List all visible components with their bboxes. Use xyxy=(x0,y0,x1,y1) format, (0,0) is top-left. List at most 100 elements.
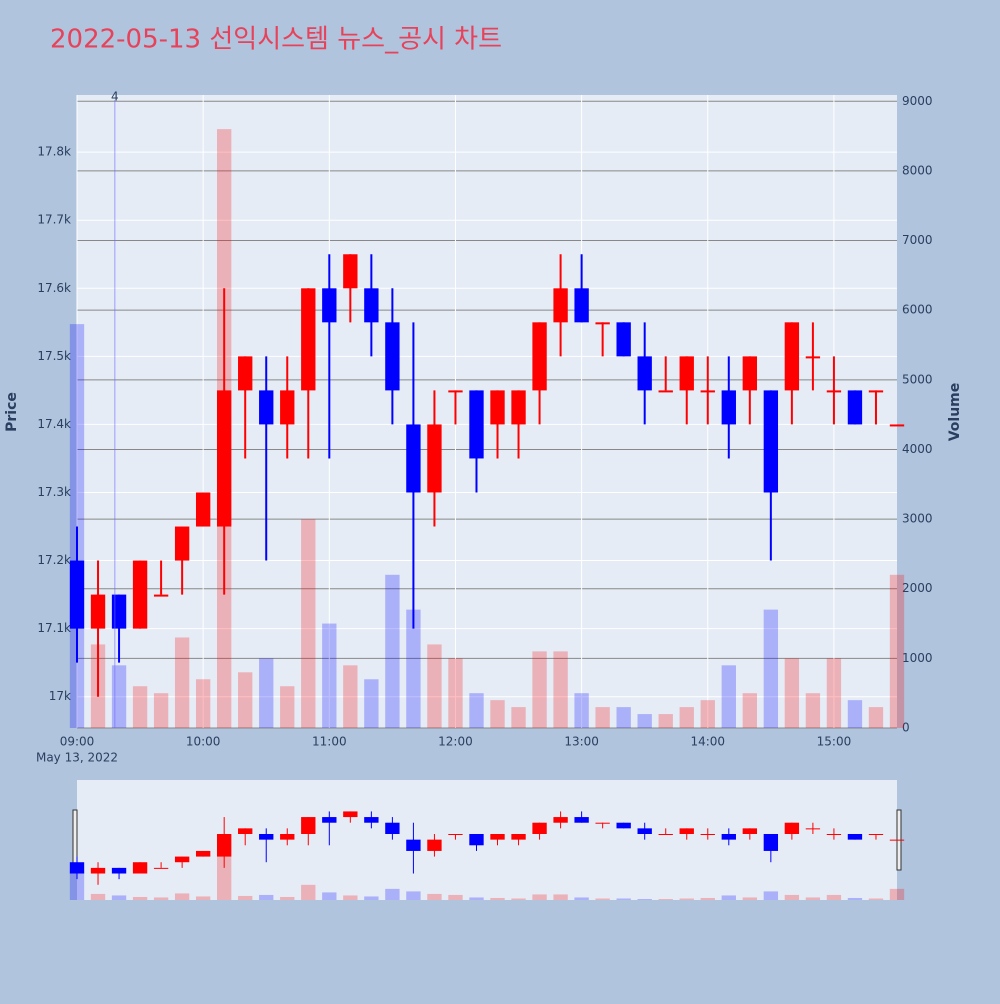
range-volume-bar xyxy=(343,895,358,900)
range-volume-bar xyxy=(700,897,715,900)
y2-tick-label: 5000 xyxy=(902,372,933,386)
volume-bar xyxy=(490,700,505,728)
y2-tick-label: 8000 xyxy=(902,163,933,177)
y2-tick-label: 9000 xyxy=(902,94,933,108)
x-tick-label: 13:00 xyxy=(564,735,599,749)
volume-bar xyxy=(153,693,169,728)
volume-bar xyxy=(469,693,484,728)
range-candle-body xyxy=(343,811,358,818)
range-volume-bar xyxy=(69,870,85,900)
volume-bar xyxy=(763,609,779,728)
candle-body xyxy=(364,288,379,323)
candle-body xyxy=(490,390,505,425)
range-handle[interactable] xyxy=(72,809,78,871)
range-candle-body xyxy=(553,817,568,823)
range-candle-body xyxy=(301,817,316,834)
y-tick-label: 17.7k xyxy=(37,213,71,227)
range-candle-body xyxy=(532,822,547,834)
volume-bar xyxy=(69,324,85,728)
y-tick-label: 17.3k xyxy=(37,485,71,499)
y2-tick-label: 3000 xyxy=(902,512,933,526)
range-volume-bar xyxy=(195,896,211,900)
volume-bar xyxy=(868,707,884,728)
range-volume-bar xyxy=(595,898,610,900)
volume-bar xyxy=(826,658,842,728)
y-tick-label: 17.1k xyxy=(37,621,71,635)
range-candle-body xyxy=(195,850,211,857)
range-volume-bar xyxy=(553,894,568,900)
candle-body xyxy=(532,322,547,391)
range-volume-bar xyxy=(280,896,295,900)
candle-body xyxy=(742,356,757,391)
range-candle-body xyxy=(406,839,421,851)
y2-tick-label: 4000 xyxy=(902,442,933,456)
range-candle-body xyxy=(700,834,715,835)
x-tick-label: 11:00 xyxy=(312,735,347,749)
y-tick-label: 17.2k xyxy=(37,553,71,567)
range-candle-body xyxy=(385,822,400,834)
range-candle-body xyxy=(826,834,842,835)
volume-bar xyxy=(595,707,610,728)
range-candle-body xyxy=(658,834,673,835)
range-candle-body xyxy=(679,828,694,834)
range-candle-body xyxy=(868,834,884,835)
range-volume-bar xyxy=(364,896,379,900)
range-volume-bar xyxy=(406,891,421,900)
candle-body xyxy=(217,390,232,527)
candle-body xyxy=(826,390,842,393)
candle-body xyxy=(153,594,169,597)
range-slider[interactable] xyxy=(77,780,897,900)
candle-body xyxy=(385,322,400,391)
volume-bar xyxy=(343,665,358,728)
volume-bar xyxy=(448,658,463,728)
volume-bar xyxy=(301,519,316,728)
y-axis-title: Price xyxy=(4,392,20,432)
volume-bar xyxy=(280,686,295,728)
plot-area xyxy=(77,95,897,728)
chart-title: 2022-05-13 선익시스템 뉴스_공시 차트 xyxy=(50,25,502,55)
range-volume-bar xyxy=(721,895,736,900)
volume-bar xyxy=(784,658,800,728)
volume-bar xyxy=(259,658,274,728)
candle-body xyxy=(784,322,800,391)
range-volume-bar xyxy=(763,891,779,900)
range-candle-body xyxy=(784,822,800,834)
y2-tick-label: 2000 xyxy=(902,581,933,595)
x-date-label: May 13, 2022 xyxy=(36,751,118,765)
volume-bar xyxy=(406,609,421,728)
y-tick-label: 17.4k xyxy=(37,417,71,431)
candle-body xyxy=(132,560,148,629)
range-volume-bar xyxy=(574,897,589,900)
volume-bar xyxy=(111,665,127,728)
candle-body xyxy=(595,322,610,325)
volume-bar xyxy=(679,707,694,728)
candle-body xyxy=(174,526,190,561)
y-tick-label: 17.8k xyxy=(37,145,71,159)
range-candle-body xyxy=(280,834,295,840)
range-volume-bar xyxy=(469,897,484,900)
y2-tick-label: 7000 xyxy=(902,233,933,247)
candle-body xyxy=(868,390,884,393)
y-tick-label: 17.5k xyxy=(37,349,71,363)
range-volume-bar xyxy=(111,895,127,900)
range-volume-bar xyxy=(322,892,337,900)
range-volume-bar xyxy=(174,893,190,900)
range-volume-bar xyxy=(90,893,106,900)
range-candle-body xyxy=(574,817,589,823)
candle-body xyxy=(616,322,631,357)
range-candle-body xyxy=(322,817,337,823)
range-candle-body xyxy=(259,834,274,840)
y2-tick-label: 1000 xyxy=(902,651,933,665)
candle-body xyxy=(679,356,694,391)
x-tick-label: 15:00 xyxy=(817,735,852,749)
range-volume-bar xyxy=(385,888,400,900)
volume-bar xyxy=(805,693,821,728)
range-volume-bar xyxy=(490,897,505,900)
candle-body xyxy=(847,390,863,425)
y2-tick-label: 0 xyxy=(902,721,910,735)
volume-bar xyxy=(132,686,148,728)
range-volume-bar xyxy=(868,898,884,900)
range-candle-body xyxy=(132,862,148,874)
candle-body xyxy=(322,288,337,323)
candle-body xyxy=(301,288,316,391)
